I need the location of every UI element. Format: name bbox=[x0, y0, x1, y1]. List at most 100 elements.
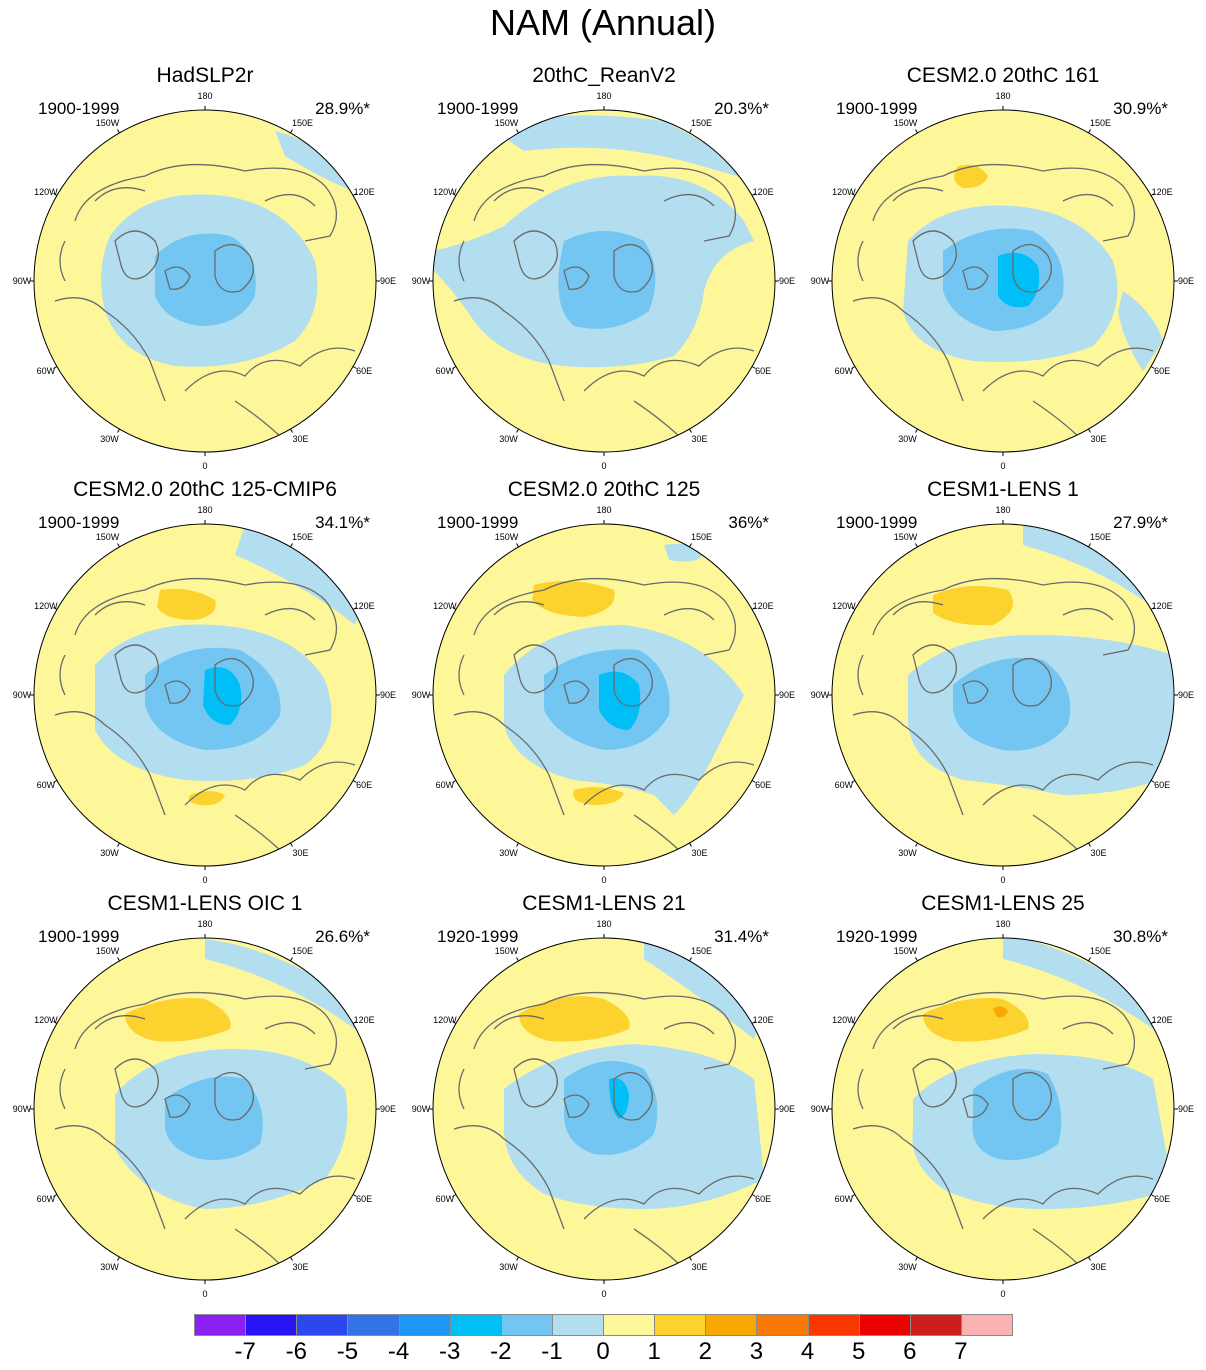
longitude-label: 120W bbox=[433, 600, 457, 611]
longitude-label: 120E bbox=[353, 186, 375, 197]
longitude-label: 180 bbox=[995, 919, 1011, 929]
longitude-tick bbox=[452, 780, 457, 783]
longitude-tick bbox=[516, 428, 519, 433]
polar-map bbox=[828, 934, 1178, 1284]
longitude-tick bbox=[516, 543, 519, 548]
coastline bbox=[1062, 608, 1114, 621]
panel-title: CESM1-LENS 21 bbox=[522, 892, 686, 915]
coastline bbox=[1012, 658, 1052, 707]
polar-map bbox=[30, 520, 380, 870]
longitude-tick bbox=[915, 1256, 918, 1261]
longitude-label: 120W bbox=[34, 186, 58, 197]
longitude-label: 90E bbox=[379, 690, 397, 700]
coastline bbox=[473, 163, 736, 242]
coastline bbox=[1062, 1022, 1114, 1035]
coastline bbox=[852, 711, 964, 816]
panel-title: CESM2.0 20thC 125-CMIP6 bbox=[73, 478, 337, 501]
longitude-tick bbox=[1088, 957, 1091, 962]
coastline bbox=[74, 991, 337, 1070]
longitude-label: 120W bbox=[832, 186, 856, 197]
panel-variance-percent: 30.9%* bbox=[1113, 99, 1168, 118]
coastline bbox=[962, 266, 989, 290]
coastline bbox=[54, 1125, 166, 1230]
longitude-tick bbox=[117, 129, 120, 134]
anomaly-neg1-region bbox=[1003, 938, 1163, 1029]
panel-period: 1920-1999 bbox=[437, 927, 519, 946]
longitude-tick bbox=[751, 366, 756, 369]
panel-variance-percent: 26.6%* bbox=[315, 927, 370, 946]
panel-title: CESM1-LENS 25 bbox=[921, 892, 1085, 915]
map-panel: 20thC_ReanV2 1900-1999 20.3%* 180 150E 120E 90… bbox=[404, 64, 804, 474]
longitude-label: 30W bbox=[898, 434, 917, 445]
anomaly-neg1-region bbox=[235, 525, 365, 625]
longitude-label: 30E bbox=[292, 848, 309, 859]
anomaly-neg1-region bbox=[205, 939, 365, 1029]
longitude-tick bbox=[915, 428, 918, 433]
colorbar-tick-label: 7 bbox=[954, 1338, 968, 1365]
longitude-label: 180 bbox=[596, 919, 612, 929]
longitude-tick bbox=[117, 842, 120, 847]
longitude-tick bbox=[352, 366, 357, 369]
map-panel: HadSLP2r 1900-1999 28.9%* 180 150E 120E 90E 60E… bbox=[5, 64, 405, 474]
anomaly-pos1-region bbox=[573, 787, 624, 805]
coastline bbox=[184, 1175, 356, 1220]
colorbar-swatch bbox=[807, 1314, 860, 1336]
coastline bbox=[857, 654, 864, 696]
coastline bbox=[264, 1022, 316, 1035]
longitude-label: 60E bbox=[1154, 1193, 1171, 1204]
longitude-label: 90E bbox=[1177, 690, 1195, 700]
longitude-tick bbox=[1150, 1194, 1155, 1197]
coastline bbox=[563, 680, 590, 704]
longitude-label: 0 bbox=[1000, 461, 1006, 471]
coastline bbox=[214, 244, 254, 293]
longitude-label: 90E bbox=[379, 1104, 397, 1114]
longitude-label: 120W bbox=[34, 1014, 58, 1025]
coastline bbox=[982, 1175, 1154, 1220]
anomaly-neg2-region bbox=[558, 231, 656, 329]
longitude-tick bbox=[352, 1194, 357, 1197]
longitude-label: 60W bbox=[834, 365, 854, 376]
coastline bbox=[892, 601, 944, 616]
panel-variance-percent: 36%* bbox=[728, 513, 769, 532]
coastline bbox=[912, 230, 957, 280]
longitude-tick bbox=[851, 193, 856, 196]
panel-variance-percent: 28.9%* bbox=[315, 99, 370, 118]
coastline bbox=[962, 1094, 989, 1118]
coastline bbox=[114, 230, 159, 280]
longitude-label: 60E bbox=[356, 1193, 373, 1204]
coastline bbox=[852, 297, 964, 402]
coastline bbox=[892, 1015, 944, 1030]
anomaly-neg2-region bbox=[564, 1061, 658, 1155]
longitude-label: 60W bbox=[36, 779, 56, 790]
coastline bbox=[872, 163, 1135, 242]
colorbar-swatch bbox=[347, 1314, 400, 1336]
coastline bbox=[114, 1058, 159, 1108]
panel-period: 1900-1999 bbox=[38, 927, 120, 946]
longitude-tick bbox=[452, 1021, 457, 1024]
panel-period: 1900-1999 bbox=[437, 99, 519, 118]
longitude-tick bbox=[117, 428, 120, 433]
longitude-label: 150W bbox=[893, 531, 918, 542]
anomaly-neg3-region bbox=[203, 667, 242, 725]
longitude-tick bbox=[516, 129, 519, 134]
panel-period: 1920-1999 bbox=[836, 927, 918, 946]
coastline bbox=[453, 1125, 565, 1230]
longitude-label: 30E bbox=[292, 434, 309, 445]
longitude-label: 30E bbox=[691, 848, 708, 859]
colorbar-swatch bbox=[654, 1314, 707, 1336]
colorbar-swatch bbox=[960, 1314, 1013, 1336]
longitude-tick bbox=[751, 193, 756, 196]
longitude-label: 150W bbox=[95, 945, 120, 956]
longitude-label: 60W bbox=[834, 779, 854, 790]
colorbar-tick-label: -5 bbox=[336, 1338, 359, 1365]
longitude-label: 120E bbox=[353, 600, 375, 611]
longitude-label: 90E bbox=[1177, 1104, 1195, 1114]
longitude-label: 90W bbox=[411, 1104, 431, 1114]
map-panel: CESM1-LENS 25 1920-1999 30.8%* 180 150E 120E 9… bbox=[803, 892, 1203, 1302]
coastline bbox=[852, 1125, 964, 1230]
panel-period: 1900-1999 bbox=[836, 99, 918, 118]
coastline bbox=[563, 1094, 590, 1118]
longitude-label: 120E bbox=[752, 600, 774, 611]
longitude-label: 150W bbox=[95, 117, 120, 128]
coastline bbox=[164, 266, 191, 290]
